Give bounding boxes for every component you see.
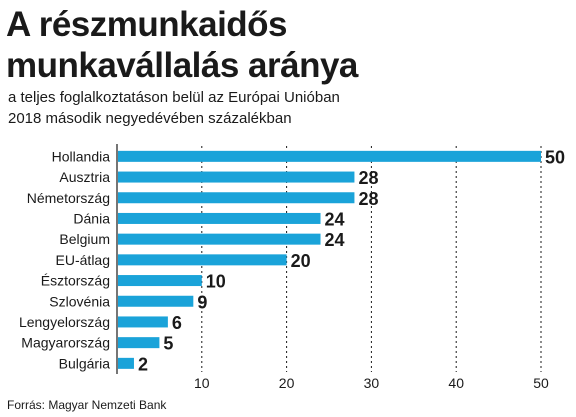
bar [118, 316, 168, 328]
bar [118, 295, 194, 307]
data-label: 24 [325, 230, 345, 250]
category-label: Dánia [73, 210, 110, 226]
bar [118, 150, 541, 162]
category-label: Németország [27, 190, 110, 206]
category-label: Ausztria [59, 169, 110, 185]
x-tick-label: 10 [194, 375, 210, 391]
bar [118, 337, 160, 349]
chart-title-line-1: A részmunkaidős [6, 5, 288, 44]
chart-title: A részmunkaidős munkavállalás aránya [6, 4, 358, 86]
bar [118, 192, 355, 204]
data-label: 2 [138, 354, 148, 374]
category-label: EU-átlag [56, 252, 110, 268]
chart-title-line-2: munkavállalás aránya [6, 46, 358, 85]
x-tick-label: 50 [533, 375, 549, 391]
data-label: 5 [163, 334, 173, 354]
data-label: 10 [206, 272, 226, 292]
category-label: Bulgária [59, 355, 111, 371]
x-tick-label: 40 [448, 375, 464, 391]
data-label: 6 [172, 313, 182, 333]
bar [118, 212, 321, 224]
data-label: 50 [545, 147, 565, 167]
chart-subtitle: a teljes foglalkoztatáson belül az Európ… [8, 87, 340, 129]
category-label: Szlovénia [49, 293, 110, 309]
category-label: Lengyelország [19, 314, 110, 330]
chart-subtitle-line-2: 2018 második negyedévében százalékban [8, 110, 292, 127]
bar [118, 357, 134, 369]
data-label: 9 [197, 292, 207, 312]
category-label: Magyarország [21, 335, 110, 351]
data-label: 24 [325, 209, 345, 229]
data-label: 28 [358, 189, 378, 209]
source-note: Forrás: Magyar Nemzeti Bank [7, 398, 167, 412]
data-label: 28 [358, 168, 378, 188]
chart-subtitle-line-1: a teljes foglalkoztatáson belül az Európ… [8, 89, 340, 106]
category-label: Hollandia [52, 148, 111, 164]
bar [118, 275, 202, 287]
category-label: Észtország [41, 273, 110, 289]
data-label: 20 [291, 251, 311, 271]
x-tick-label: 30 [364, 375, 380, 391]
category-label: Belgium [59, 231, 110, 247]
bar [118, 171, 355, 183]
bar [118, 233, 321, 245]
x-tick-label: 20 [279, 375, 295, 391]
bar [118, 254, 287, 266]
